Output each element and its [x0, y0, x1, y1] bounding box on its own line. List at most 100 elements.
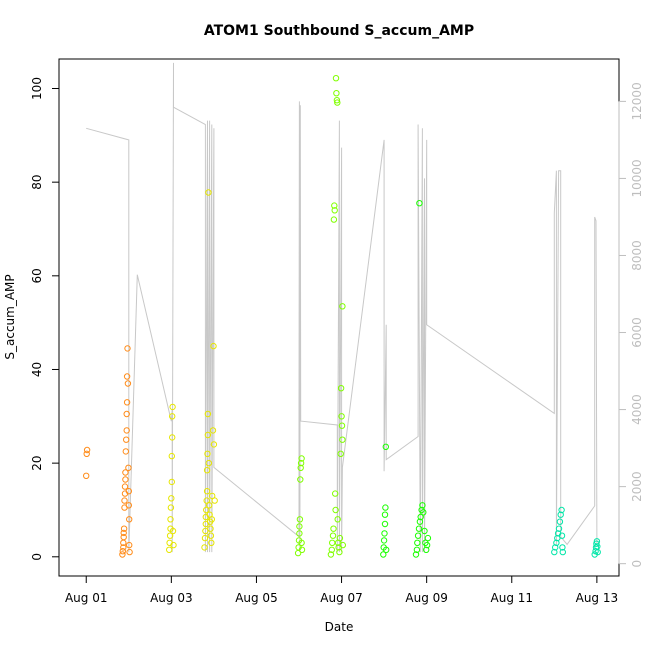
data-point — [331, 202, 338, 209]
data-point — [167, 516, 174, 523]
data-point — [169, 527, 177, 535]
data-point — [168, 478, 176, 486]
data-point — [414, 532, 422, 539]
y-tick-label: 40 — [30, 362, 44, 377]
data-point — [203, 488, 211, 495]
secondary-line-layer — [86, 62, 598, 553]
data-point — [126, 516, 133, 523]
data-point — [169, 434, 176, 441]
data-point — [558, 506, 565, 514]
y-tick-label: 100 — [30, 77, 44, 100]
data-point — [328, 546, 335, 553]
x-axis-label: Date — [325, 620, 354, 634]
data-point — [331, 207, 338, 214]
y-axis-left: 0 20 40 60 80 100 — [30, 77, 60, 561]
data-point — [381, 520, 389, 528]
data-point — [296, 530, 303, 537]
data-point — [201, 534, 209, 542]
data-point — [334, 99, 341, 106]
y2-tick-label: 8000 — [630, 240, 644, 271]
secondary-series-line — [86, 62, 598, 553]
y-tick-label: 80 — [30, 175, 44, 190]
data-point — [296, 516, 304, 523]
data-point — [122, 476, 129, 483]
data-point — [126, 548, 133, 556]
data-point — [381, 511, 389, 518]
data-point — [339, 541, 346, 549]
data-point — [381, 530, 388, 537]
data-point — [338, 413, 345, 420]
data-point — [339, 303, 346, 310]
y-tick-label: 0 — [30, 553, 44, 561]
data-point — [551, 548, 558, 556]
data-point — [416, 200, 423, 207]
data-point — [332, 75, 340, 82]
data-point — [556, 518, 564, 525]
data-point — [123, 373, 131, 380]
data-point — [123, 410, 130, 418]
data-point — [380, 551, 387, 558]
data-point — [329, 539, 336, 546]
data-point — [558, 532, 566, 539]
data-point — [334, 516, 341, 523]
x-axis: Aug 01 Aug 03 Aug 05 Aug 07 Aug 09 Aug 11 Aug … — [65, 575, 619, 605]
data-point — [208, 516, 216, 523]
data-point — [120, 525, 128, 532]
data-point — [121, 483, 129, 490]
data-point — [204, 450, 211, 457]
y-tick-label: 60 — [30, 268, 44, 283]
data-point — [210, 342, 217, 350]
data-point — [380, 537, 388, 544]
x-tick-label: Aug 01 — [65, 591, 108, 605]
data-point — [119, 548, 127, 555]
data-point — [203, 467, 211, 474]
data-point — [210, 441, 218, 448]
data-point — [553, 539, 560, 546]
points-layer — [83, 75, 601, 558]
data-point — [207, 525, 214, 532]
point-series-2 — [166, 189, 218, 553]
data-point — [211, 497, 218, 504]
y2-tick-label: 10000 — [630, 159, 644, 197]
y2-tick-label: 6000 — [630, 317, 644, 348]
data-point — [557, 511, 564, 518]
data-point — [167, 504, 175, 511]
data-point — [382, 443, 389, 450]
data-point — [419, 502, 426, 509]
x-tick-label: Aug 13 — [576, 591, 619, 605]
data-point — [169, 413, 176, 420]
data-point — [125, 488, 133, 495]
point-series-3 — [294, 75, 346, 558]
data-point — [123, 436, 130, 443]
data-point — [296, 523, 303, 530]
data-point — [329, 532, 337, 539]
data-point — [166, 532, 174, 539]
y2-tick-label: 0 — [630, 560, 644, 568]
data-point — [206, 502, 213, 509]
data-point — [203, 506, 210, 514]
point-series-4 — [380, 200, 432, 558]
data-point — [424, 534, 432, 542]
data-point — [332, 506, 339, 514]
data-point — [204, 431, 212, 439]
data-point — [593, 540, 600, 547]
data-point — [170, 541, 177, 549]
data-point — [297, 476, 304, 483]
data-point — [125, 502, 133, 509]
y-axis-label: S_accum_AMP — [3, 274, 17, 359]
data-point — [330, 525, 337, 532]
chart-title: ATOM1 Southbound S_accum_AMP — [204, 23, 474, 39]
data-point — [168, 452, 176, 460]
y2-tick-label: 4000 — [630, 394, 644, 425]
data-point — [83, 450, 90, 457]
data-point — [555, 525, 563, 532]
data-point — [415, 525, 423, 532]
y2-tick-label: 2000 — [630, 471, 644, 502]
data-point — [337, 385, 345, 392]
data-point — [382, 504, 389, 511]
data-point — [333, 90, 340, 97]
data-point — [205, 459, 213, 467]
data-point — [119, 551, 126, 558]
data-point — [208, 539, 215, 546]
